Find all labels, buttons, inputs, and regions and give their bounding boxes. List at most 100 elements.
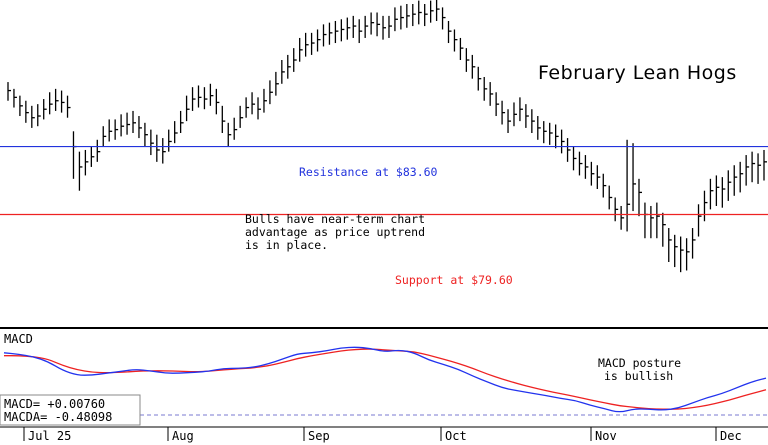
macd-panel: MACD MACD posture is bullish MACD= +0.00…: [0, 332, 768, 426]
price-bar: [346, 17, 351, 40]
price-bar: [257, 97, 262, 120]
price-bar: [662, 212, 666, 247]
price-bar: [108, 119, 113, 142]
price-bar: [245, 97, 250, 118]
price-bar: [78, 151, 83, 191]
price-bar: [733, 165, 738, 196]
price-bar: [203, 87, 208, 110]
price-bar: [751, 151, 756, 183]
price-bar: [412, 4, 416, 27]
price-bar: [168, 129, 172, 152]
price-bar: [150, 129, 154, 156]
price-bar: [144, 122, 148, 147]
x-axis-ticks: Jul 25 Aug Sep Oct Nov Dec: [23, 427, 742, 443]
price-bar: [382, 15, 387, 40]
price-bar: [162, 138, 166, 164]
price-bar: [709, 178, 714, 210]
price-bar: [13, 88, 17, 108]
price-bar: [358, 19, 363, 44]
price-bar: [566, 138, 571, 162]
macd-series-line: [3, 346, 767, 413]
price-bar: [340, 19, 345, 42]
price-bar: [763, 149, 767, 181]
price-bar: [739, 161, 744, 193]
price-bar: [644, 202, 648, 239]
price-bar: [275, 71, 279, 96]
price-bar: [691, 228, 696, 259]
price-bar: [156, 134, 160, 162]
price-bar: [608, 185, 613, 210]
price-bar: [632, 143, 637, 212]
price-bar: [727, 170, 732, 201]
resistance-label: Resistance at $83.60: [299, 165, 438, 179]
price-bar: [465, 48, 470, 72]
price-bar: [531, 109, 535, 133]
price-bar: [685, 238, 690, 271]
x-tick-label: Dec: [720, 429, 742, 443]
price-bar: [287, 54, 291, 79]
price-bar: [102, 126, 107, 147]
comment-line-1: Bulls have near-term chart: [245, 212, 425, 226]
price-bar: [120, 114, 125, 137]
price-bar: [227, 122, 232, 147]
macd-panel-title: MACD: [4, 332, 33, 346]
price-bar: [626, 139, 631, 232]
price-bar: [96, 139, 101, 162]
price-bar: [31, 105, 35, 128]
price-panel: February Lean Hogs Resistance at $83.60 …: [0, 0, 768, 287]
price-bar: [209, 83, 214, 106]
price-bar: [25, 100, 29, 123]
price-bar: [126, 112, 131, 135]
price-bar: [310, 32, 315, 55]
price-bar: [590, 161, 595, 186]
price-bar: [334, 20, 339, 44]
price-bar: [513, 102, 517, 127]
comment-line-2: advantage as price uptrend: [245, 225, 425, 239]
price-bar: [424, 4, 428, 27]
price-bar: [179, 110, 184, 133]
x-tick-label: Nov: [595, 429, 617, 443]
price-bar: [304, 32, 309, 57]
macda-series-line: [4, 348, 767, 410]
price-bar: [638, 178, 642, 217]
price-bar: [697, 204, 702, 237]
price-bars-group: [7, 0, 767, 273]
price-bar: [293, 48, 297, 72]
price-bar: [668, 228, 672, 262]
comment-line-3: is in place.: [245, 238, 328, 252]
price-bar: [263, 88, 267, 113]
price-bar: [680, 236, 684, 273]
price-bar: [441, 7, 446, 30]
x-tick-label: Aug: [172, 429, 194, 443]
x-tick-label: Jul 25: [28, 429, 71, 443]
price-bar: [435, 0, 440, 21]
price-bar: [543, 121, 547, 144]
price-bar: [132, 110, 137, 133]
price-bar: [447, 20, 452, 44]
price-bar: [650, 205, 654, 239]
price-bar: [19, 95, 23, 117]
price-bar: [584, 155, 589, 179]
price-bar: [656, 202, 660, 239]
macd-readout-box: [0, 394, 141, 426]
price-bar: [745, 155, 750, 186]
price-bar: [316, 29, 321, 52]
price-bar: [66, 95, 71, 118]
support-label: Support at $79.60: [395, 273, 513, 287]
price-bar: [400, 5, 404, 30]
price-bar: [715, 175, 720, 206]
price-bar: [572, 146, 577, 171]
price-bar: [251, 92, 256, 115]
price-bar: [471, 54, 476, 79]
chart-title: February Lean Hogs: [538, 62, 737, 84]
x-tick-label: Oct: [445, 429, 467, 443]
price-bar: [459, 37, 464, 61]
price-bar: [578, 151, 583, 176]
price-bar: [90, 146, 95, 167]
price-bar: [501, 100, 506, 125]
price-bar: [43, 99, 47, 120]
price-bar: [191, 87, 196, 111]
price-bar: [537, 116, 541, 140]
price-bar: [507, 109, 512, 133]
price-bar: [185, 95, 190, 122]
